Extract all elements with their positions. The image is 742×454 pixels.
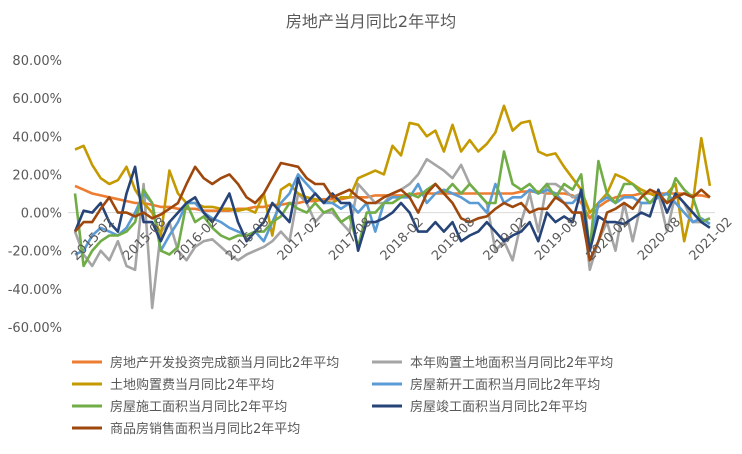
legend-item[interactable]: 房屋新开工面积当月同比2年平均 [372,377,600,393]
y-tick-label: -20.00% [8,245,62,260]
legend-item[interactable]: 土地购置费当月同比2年平均 [72,377,274,393]
y-tick-label: 0.00% [21,207,62,222]
legend-label: 商品房销售面积当月同比2年平均 [110,421,300,437]
series-line-3 [74,173,711,256]
y-tick-label: -60.00% [8,321,62,336]
x-tick-label: 2020-08 [635,215,684,264]
legend-item[interactable]: 商品房销售面积当月同比2年平均 [72,421,300,437]
legend-label: 本年购置土地面积当月同比2年平均 [410,355,613,371]
y-tick-label: 40.00% [12,130,62,145]
y-tick-label: -40.00% [8,283,62,298]
legend-item[interactable]: 本年购置土地面积当月同比2年平均 [372,355,613,371]
legend-item[interactable]: 房地产开发投资完成额当月同比2年平均 [72,355,339,371]
legend-label: 土地购置费当月同比2年平均 [110,377,274,393]
x-tick-label: 2017-02 [275,215,324,264]
series-line-6 [74,161,711,262]
legend-item[interactable]: 房屋施工面积当月同比2年平均 [72,399,287,415]
x-tick-label: 2018-02 [378,215,427,264]
y-tick-label: 80.00% [12,54,62,69]
y-tick-label: 60.00% [12,92,62,107]
legend: 房地产开发投资完成额当月同比2年平均 本年购置土地面积当月同比2年平均土地购置费当… [72,355,613,437]
legend-label: 房屋施工面积当月同比2年平均 [110,399,287,415]
legend-label: 房地产开发投资完成额当月同比2年平均 [110,355,339,371]
y-tick-label: 20.00% [12,168,62,183]
chart-title: 房地产当月同比2年平均 [286,12,456,31]
plot-area [68,104,715,310]
legend-label: 房屋竣工面积当月同比2年平均 [410,399,587,415]
y-axis: 80.00% 60.00% 40.00% 20.00% 0.00% -20.00% -40.… [8,54,62,336]
legend-item[interactable]: 房屋竣工面积当月同比2年平均 [372,399,587,415]
legend-label: 房屋新开工面积当月同比2年平均 [410,377,600,393]
series-line-4 [73,150,711,268]
